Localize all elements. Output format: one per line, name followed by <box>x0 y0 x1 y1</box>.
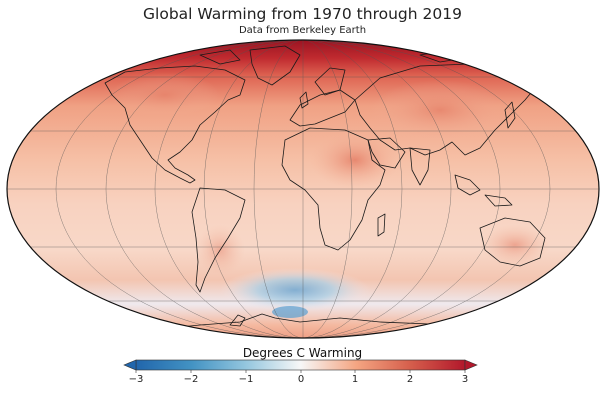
colorbar-tick: −3 <box>128 374 144 385</box>
map-title: Global Warming from 1970 through 2019 <box>143 5 462 23</box>
colorbar-tick: −1 <box>238 374 254 385</box>
colorbar-tick: −2 <box>183 374 199 385</box>
map-subtitle: Data from Berkeley Earth <box>238 25 367 36</box>
colorbar-label: Degrees C Warming <box>242 346 363 360</box>
colorbar <box>123 359 478 373</box>
colorbar-tick: 3 <box>461 374 469 385</box>
colorbar-min-arrow <box>123 359 137 371</box>
colorbar-max-arrow <box>464 359 478 371</box>
colorbar-tick: 1 <box>351 374 359 385</box>
globe-outline <box>6 39 600 339</box>
colorbar-tick: 0 <box>297 374 305 385</box>
colorbar-tick: 2 <box>406 374 414 385</box>
globe <box>7 40 599 338</box>
